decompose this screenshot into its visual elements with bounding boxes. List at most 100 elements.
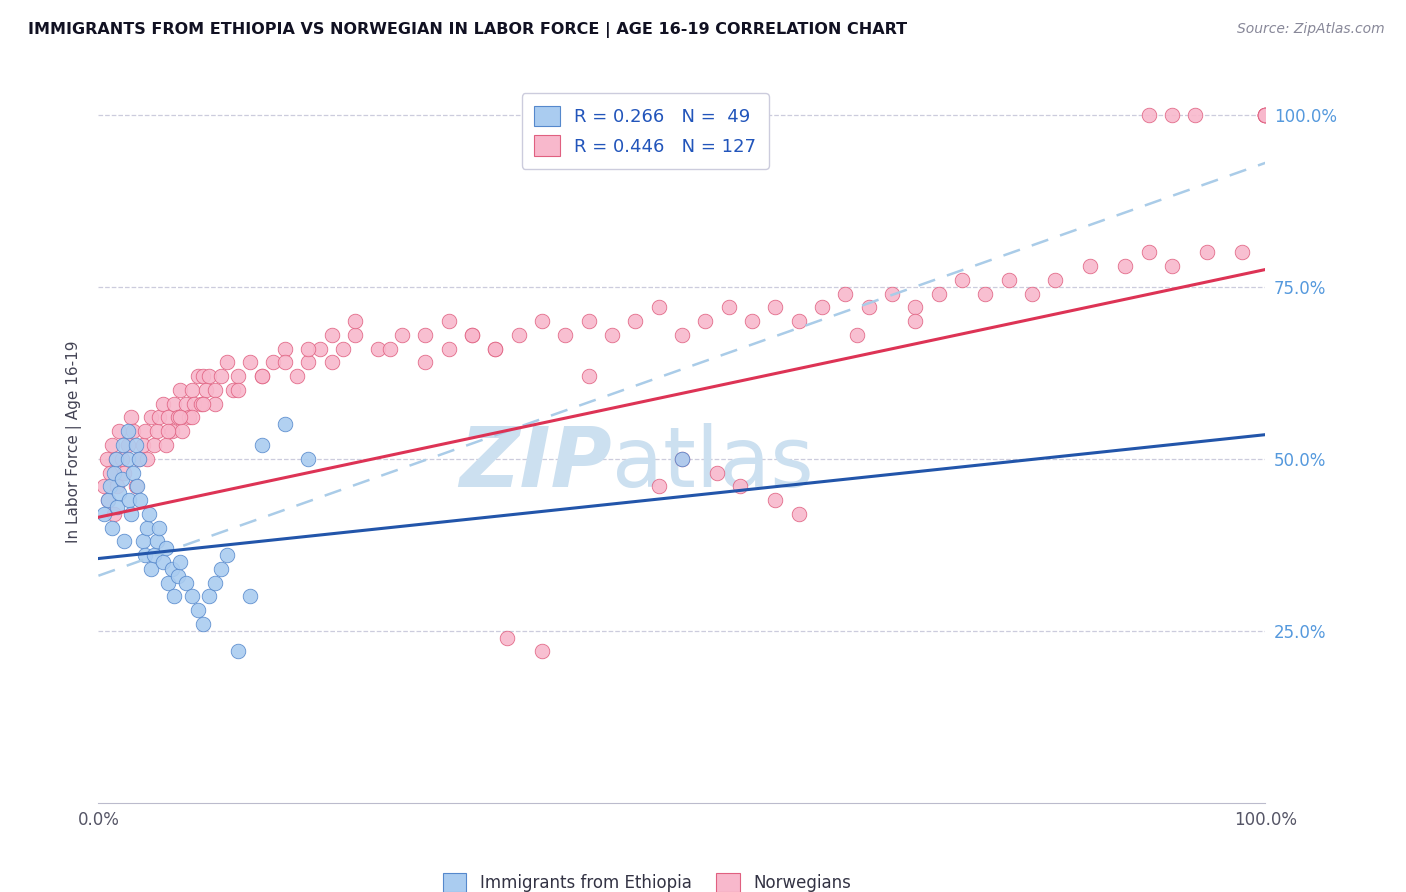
Point xyxy=(139,562,162,576)
Point xyxy=(143,438,166,452)
Point xyxy=(166,568,188,582)
Point xyxy=(128,451,150,466)
Point xyxy=(179,410,201,425)
Point xyxy=(950,273,973,287)
Point xyxy=(344,327,367,342)
Point xyxy=(811,301,834,315)
Point xyxy=(204,575,226,590)
Point xyxy=(103,507,125,521)
Point xyxy=(297,451,319,466)
Point xyxy=(647,479,669,493)
Point xyxy=(105,479,128,493)
Point xyxy=(93,479,115,493)
Point xyxy=(152,397,174,411)
Point xyxy=(97,493,120,508)
Point xyxy=(117,438,139,452)
Point xyxy=(125,479,148,493)
Point xyxy=(904,301,927,315)
Point xyxy=(1184,108,1206,122)
Point xyxy=(367,342,389,356)
Point xyxy=(624,314,647,328)
Point xyxy=(858,301,880,315)
Point xyxy=(190,397,212,411)
Point xyxy=(1137,108,1160,122)
Point xyxy=(198,590,221,604)
Point xyxy=(111,451,134,466)
Point xyxy=(904,314,927,328)
Point xyxy=(157,575,180,590)
Point xyxy=(578,314,600,328)
Point xyxy=(997,273,1019,287)
Text: Source: ZipAtlas.com: Source: ZipAtlas.com xyxy=(1237,22,1385,37)
Point xyxy=(730,479,752,493)
Point xyxy=(209,369,232,384)
Point xyxy=(484,342,506,356)
Point xyxy=(122,466,145,480)
Point xyxy=(250,369,273,384)
Point xyxy=(117,451,139,466)
Text: atlas: atlas xyxy=(612,423,814,504)
Point xyxy=(578,369,600,384)
Point xyxy=(105,500,128,514)
Point xyxy=(461,327,484,342)
Point xyxy=(169,383,191,397)
Point xyxy=(380,342,402,356)
Point xyxy=(1230,245,1253,260)
Point xyxy=(1254,108,1277,122)
Point xyxy=(763,493,786,508)
Point xyxy=(332,342,354,356)
Text: IMMIGRANTS FROM ETHIOPIA VS NORWEGIAN IN LABOR FORCE | AGE 16-19 CORRELATION CHA: IMMIGRANTS FROM ETHIOPIA VS NORWEGIAN IN… xyxy=(28,22,907,38)
Point xyxy=(128,451,150,466)
Point xyxy=(198,369,221,384)
Point xyxy=(152,555,174,569)
Point xyxy=(139,410,162,425)
Point xyxy=(125,438,148,452)
Point xyxy=(717,301,740,315)
Point xyxy=(671,327,693,342)
Point xyxy=(163,590,186,604)
Point xyxy=(239,590,262,604)
Point xyxy=(118,493,141,508)
Point xyxy=(120,410,142,425)
Point xyxy=(193,369,215,384)
Point xyxy=(157,410,180,425)
Point xyxy=(1114,259,1136,273)
Point xyxy=(846,327,869,342)
Legend: Immigrants from Ethiopia, Norwegians: Immigrants from Ethiopia, Norwegians xyxy=(433,863,860,892)
Point xyxy=(437,342,460,356)
Point xyxy=(146,534,169,549)
Point xyxy=(530,314,553,328)
Point xyxy=(508,327,530,342)
Text: ZIP: ZIP xyxy=(460,423,612,504)
Point xyxy=(157,424,180,438)
Point xyxy=(193,616,215,631)
Point xyxy=(97,493,120,508)
Point xyxy=(530,644,553,658)
Point xyxy=(274,417,297,432)
Point xyxy=(496,631,519,645)
Point xyxy=(174,575,197,590)
Point xyxy=(103,466,125,480)
Point xyxy=(180,590,202,604)
Point xyxy=(136,520,159,534)
Point xyxy=(122,424,145,438)
Point xyxy=(437,314,460,328)
Point xyxy=(160,424,183,438)
Point xyxy=(834,286,856,301)
Point xyxy=(787,314,810,328)
Point xyxy=(209,562,232,576)
Point xyxy=(321,327,343,342)
Point xyxy=(1254,108,1277,122)
Point xyxy=(647,301,669,315)
Point xyxy=(104,451,127,466)
Point xyxy=(250,369,273,384)
Point xyxy=(98,479,121,493)
Point xyxy=(180,410,202,425)
Point xyxy=(172,424,194,438)
Point xyxy=(183,397,205,411)
Point xyxy=(155,541,177,556)
Point xyxy=(274,355,297,369)
Point xyxy=(193,397,215,411)
Point xyxy=(111,438,134,452)
Point xyxy=(344,314,367,328)
